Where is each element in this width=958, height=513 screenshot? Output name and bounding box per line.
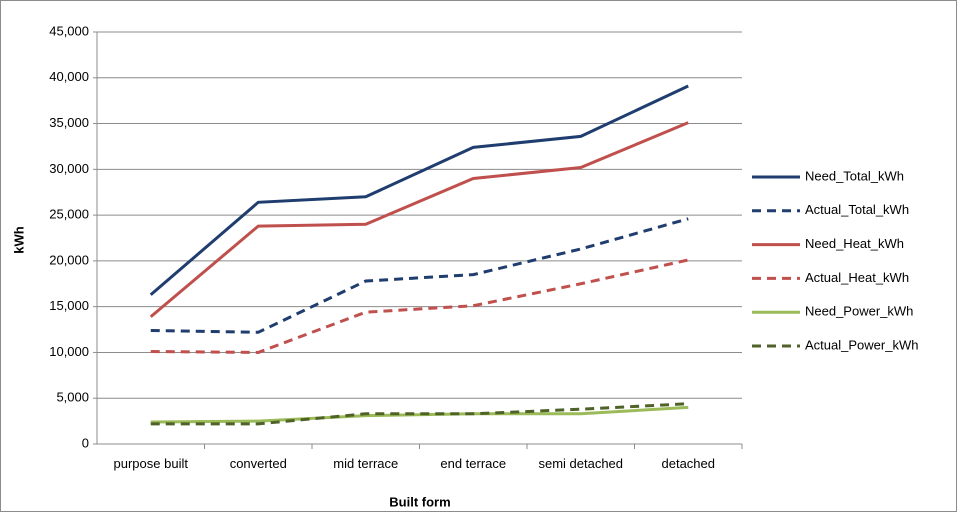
x-axis-title: Built form (389, 494, 450, 509)
y-tick-label: 35,000 (49, 115, 89, 130)
y-tick-label: 40,000 (49, 69, 89, 84)
legend-label: Need_Total_kWh (805, 168, 904, 183)
y-axis-title: kWh (11, 226, 26, 254)
legend-label: Need_Heat_kWh (805, 236, 904, 251)
x-tick-label: semi detached (538, 456, 624, 471)
y-tick-label: 30,000 (49, 161, 89, 176)
y-tick-label: 5,000 (56, 390, 89, 405)
legend-label: Actual_Total_kWh (805, 202, 909, 217)
y-tick-label: 15,000 (49, 298, 89, 313)
x-tick-label: mid terrace (333, 456, 399, 471)
legend-label: Actual_Heat_kWh (805, 270, 909, 285)
y-tick-label: 25,000 (49, 207, 89, 222)
series-line (149, 84, 689, 296)
y-tick-label: 20,000 (49, 252, 89, 267)
series-line (149, 121, 689, 318)
legend-label: Need_Power_kWh (805, 304, 913, 319)
x-tick-label: converted (229, 456, 287, 471)
legend-label: Actual_Power_kWh (805, 337, 918, 352)
x-tick-label: detached (661, 456, 716, 471)
x-tick-label: purpose built (113, 456, 188, 471)
x-tick-label: end terrace (440, 456, 507, 471)
y-tick-label: 0 (82, 435, 89, 450)
y-tick-label: 10,000 (49, 344, 89, 359)
series-line (150, 405, 689, 424)
y-tick-label: 45,000 (49, 23, 89, 38)
series-line (150, 258, 689, 354)
